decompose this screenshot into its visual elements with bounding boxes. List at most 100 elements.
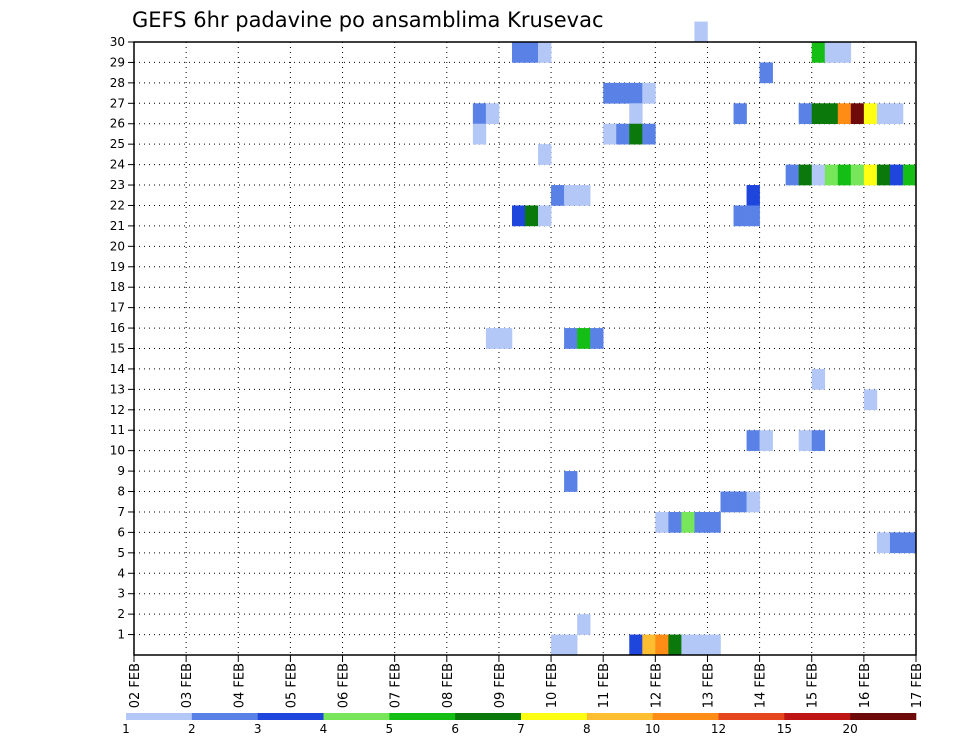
heatmap-cell bbox=[811, 430, 826, 451]
y-tick-label: 30 bbox=[110, 35, 125, 49]
y-tick-label: 11 bbox=[110, 423, 125, 437]
chart-title: GEFS 6hr padavine po ansamblima Krusevac bbox=[132, 8, 604, 32]
colorbar-swatch bbox=[191, 713, 258, 720]
y-tick-label: 21 bbox=[110, 219, 125, 233]
colorbar-label: 3 bbox=[254, 722, 262, 736]
colorbar-label: 10 bbox=[645, 722, 660, 736]
grid-lines bbox=[133, 41, 917, 655]
colorbar-label: 20 bbox=[843, 722, 858, 736]
heatmap-cell bbox=[629, 634, 643, 656]
colorbar-swatch bbox=[455, 713, 522, 720]
heatmap-cell bbox=[551, 185, 565, 206]
heatmap-cell bbox=[811, 368, 826, 390]
heatmap-cell bbox=[863, 389, 878, 411]
x-tick-label: 02 FEB bbox=[128, 663, 143, 708]
heatmap-cell bbox=[538, 42, 552, 63]
heatmap-cell bbox=[668, 634, 682, 656]
heatmap-cell bbox=[551, 634, 565, 656]
colorbar-swatch bbox=[784, 713, 851, 720]
heatmap-cell bbox=[759, 62, 773, 84]
colorbar-swatch bbox=[850, 713, 917, 720]
y-tick-label: 12 bbox=[110, 403, 125, 417]
y-tick-label: 13 bbox=[110, 382, 125, 396]
y-tick-label: 19 bbox=[110, 260, 125, 274]
heatmap-cell bbox=[564, 471, 578, 492]
heatmap-cell bbox=[785, 164, 799, 186]
x-tick-label: 12 FEB bbox=[649, 663, 664, 708]
heatmap-cell bbox=[590, 328, 604, 349]
heatmap-cell bbox=[511, 42, 526, 63]
y-tick-label: 17 bbox=[110, 301, 125, 315]
heatmap-cell bbox=[902, 532, 917, 554]
heatmap-cell bbox=[694, 511, 708, 533]
colorbar-label: 7 bbox=[517, 722, 525, 736]
heatmap-cell bbox=[577, 614, 591, 635]
colorbar-swatch bbox=[389, 713, 456, 720]
heatmap-cell bbox=[798, 430, 813, 451]
y-tick-label: 23 bbox=[110, 178, 125, 192]
x-tick-label: 15 FEB bbox=[806, 663, 821, 708]
x-tick-label: 13 FEB bbox=[701, 663, 716, 708]
x-tick-label: 17 FEB bbox=[910, 663, 925, 708]
heatmap-cell bbox=[629, 82, 643, 104]
heatmap-cell bbox=[837, 103, 852, 125]
heatmap-cell bbox=[811, 42, 826, 63]
colorbar-swatch bbox=[718, 713, 785, 720]
heatmap-cell bbox=[564, 328, 578, 349]
heatmap-cell bbox=[616, 82, 630, 104]
x-tick-label: 04 FEB bbox=[232, 663, 247, 708]
heatmap-cell bbox=[824, 42, 839, 63]
heatmap-cell bbox=[707, 511, 721, 533]
heatmap-cell bbox=[472, 103, 487, 125]
x-tick-label: 07 FEB bbox=[389, 663, 404, 708]
heatmap-cell bbox=[603, 123, 617, 145]
x-tick-label: 06 FEB bbox=[337, 663, 352, 708]
heatmap-cell bbox=[889, 532, 904, 554]
heatmap-cell bbox=[863, 164, 878, 186]
heatmap-cell bbox=[733, 491, 747, 513]
y-tick-label: 20 bbox=[110, 239, 125, 253]
heatmap-cell bbox=[694, 21, 708, 43]
colorbar-label: 4 bbox=[320, 722, 328, 736]
heatmap-cell bbox=[498, 328, 513, 349]
heatmap-cell bbox=[733, 205, 747, 227]
y-tick-label: 15 bbox=[110, 342, 125, 356]
heatmap-cell bbox=[824, 103, 839, 125]
colorbar-label: 15 bbox=[777, 722, 792, 736]
y-tick-label: 5 bbox=[117, 546, 125, 560]
y-tick-label: 10 bbox=[110, 444, 125, 458]
y-tick-label: 1 bbox=[117, 628, 125, 642]
colorbar-label: 12 bbox=[711, 722, 726, 736]
x-tick-label: 09 FEB bbox=[493, 663, 508, 708]
heatmap-cell bbox=[876, 164, 891, 186]
colorbar-label: 5 bbox=[386, 722, 394, 736]
y-tick-label: 8 bbox=[117, 485, 125, 499]
y-tick-label: 28 bbox=[110, 76, 125, 90]
heatmap-cell bbox=[525, 42, 539, 63]
colorbar-swatch bbox=[126, 713, 193, 720]
x-tick-label: 14 FEB bbox=[754, 663, 769, 708]
heatmap-cell bbox=[746, 205, 760, 227]
colorbar-label: 2 bbox=[188, 722, 196, 736]
x-tick-label: 11 FEB bbox=[597, 663, 612, 708]
heatmap-cell bbox=[863, 103, 878, 125]
heatmap-cell bbox=[485, 103, 500, 125]
heatmap-cell bbox=[642, 634, 656, 656]
heatmap-cell bbox=[668, 511, 682, 533]
heatmap-cell bbox=[485, 328, 500, 349]
y-tick-label: 22 bbox=[110, 198, 125, 212]
heatmap-cell bbox=[629, 103, 643, 125]
heatmap-cell bbox=[876, 103, 891, 125]
heatmap-cell bbox=[577, 328, 591, 349]
y-tick-label: 2 bbox=[117, 607, 125, 621]
heatmap-cell bbox=[655, 634, 669, 656]
y-tick-label: 7 bbox=[117, 505, 125, 519]
heatmap-cell bbox=[876, 532, 891, 554]
heatmap-cell bbox=[577, 185, 591, 206]
heatmap-cell bbox=[746, 430, 760, 451]
heatmap-cells bbox=[472, 21, 917, 656]
heatmap-cell bbox=[837, 42, 852, 63]
colorbar-swatch bbox=[521, 713, 588, 720]
heatmap-cell bbox=[681, 511, 695, 533]
y-tick-label: 4 bbox=[117, 566, 125, 580]
